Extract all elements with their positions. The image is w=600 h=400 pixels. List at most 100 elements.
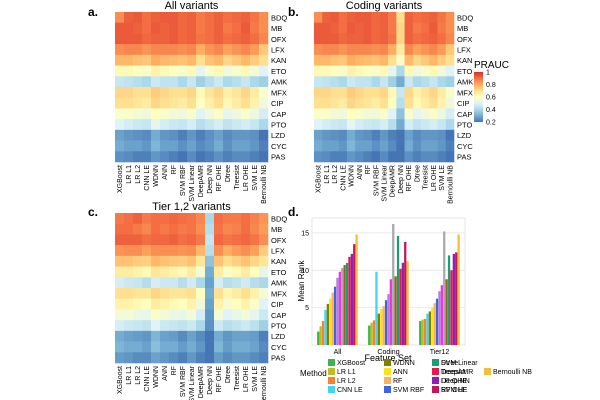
heatmap-cell — [196, 223, 206, 235]
heatmap-cell — [133, 140, 143, 152]
heatmap-cell — [178, 76, 188, 88]
heatmap-cell — [133, 129, 143, 141]
heatmap-cell — [187, 12, 197, 24]
row-label: PTO — [271, 121, 286, 130]
heatmap-cell — [196, 151, 206, 163]
heatmap-cell — [151, 44, 161, 56]
heatmap-cell — [178, 309, 188, 321]
heatmap-cell — [371, 151, 381, 163]
heatmap-cell — [437, 44, 447, 56]
heatmap-cell — [250, 129, 260, 141]
heatmap-cell — [133, 223, 143, 235]
heatmap-cell — [196, 341, 206, 353]
heatmap-cell — [223, 255, 233, 267]
heatmap-cell — [330, 129, 340, 141]
heatmap-cell — [178, 266, 188, 278]
heatmap-cell — [169, 309, 179, 321]
heatmap-cell — [124, 266, 134, 278]
heatmap-cell — [241, 22, 251, 34]
heatmap-cell — [214, 320, 224, 332]
heatmap-cell — [178, 33, 188, 45]
heatmap-cell — [169, 129, 179, 141]
heatmap-cell — [346, 151, 356, 163]
heatmap-cell — [115, 76, 125, 88]
row-label: KAN — [271, 257, 286, 266]
column-label: RF OHE — [216, 165, 223, 192]
legend-swatch — [328, 359, 335, 366]
heatmap-cell — [187, 330, 197, 342]
heatmap-cell — [223, 352, 233, 364]
heatmap-cell — [396, 65, 405, 77]
column-label: WDNN — [349, 165, 356, 187]
heatmap-cell — [363, 119, 372, 131]
heatmap-cell — [232, 234, 242, 246]
heatmap-cell — [151, 341, 161, 353]
heatmap-cell — [355, 119, 364, 131]
heatmap-cell — [314, 12, 323, 24]
heatmap-cell — [241, 119, 251, 131]
heatmap-cell — [346, 108, 356, 120]
heatmap-cell — [169, 119, 179, 131]
heatmap-cell — [355, 54, 364, 66]
heatmap-cell — [232, 330, 242, 342]
heatmap-cell — [124, 330, 134, 342]
heatmap-cell — [241, 277, 251, 289]
heatmap-cell — [214, 298, 224, 310]
row-label: OFX — [457, 35, 472, 44]
heatmap-cell — [241, 108, 251, 120]
heatmap-cell — [214, 341, 224, 353]
row-label: CIP — [271, 99, 284, 108]
heatmap-cell — [115, 266, 125, 278]
heatmap-cell — [178, 213, 188, 225]
bar — [389, 279, 392, 345]
row-label: LFX — [271, 46, 285, 55]
heatmap-cell — [338, 129, 348, 141]
heatmap-cell — [250, 213, 260, 225]
heatmap-cell — [437, 97, 447, 109]
bar — [419, 321, 422, 345]
heatmap-cell — [142, 298, 152, 310]
heatmap-cell — [355, 129, 364, 141]
heatmap-cell — [178, 22, 188, 34]
heatmap-cell — [133, 54, 143, 66]
heatmap-cell — [196, 119, 206, 131]
y-tick-label: 15 — [301, 230, 309, 237]
heatmap-cell — [241, 266, 251, 278]
colorbar-tick: 0.8 — [486, 82, 496, 89]
heatmap-cell — [178, 320, 188, 332]
heatmap-cell — [151, 277, 161, 289]
heatmap-cell — [445, 151, 455, 163]
heatmap-cell — [178, 108, 188, 120]
heatmap-cell — [214, 87, 224, 99]
bar — [433, 303, 436, 345]
heatmap-cell — [363, 108, 372, 120]
heatmap-cell — [421, 54, 430, 66]
heatmap-cell — [205, 87, 215, 99]
heatmap-cell — [437, 65, 447, 77]
bar — [404, 241, 407, 345]
heatmap-cell — [346, 76, 356, 88]
heatmap-cell — [379, 119, 389, 131]
heatmap-cell — [124, 298, 134, 310]
heatmap-cell — [142, 341, 152, 353]
heatmap-cell — [330, 151, 340, 163]
heatmap-cell — [196, 22, 206, 34]
heatmap-cell — [346, 44, 356, 56]
heatmap-cell — [241, 245, 251, 257]
column-label: CNN LE — [144, 165, 151, 191]
heatmap-cell — [205, 277, 215, 289]
heatmap-cell — [169, 266, 179, 278]
legend-swatch — [384, 368, 391, 375]
heatmap-cell — [160, 54, 170, 66]
heatmap-cell — [187, 76, 197, 88]
heatmap-cell — [371, 97, 381, 109]
heatmap-cell — [187, 129, 197, 141]
heatmap-cell — [241, 255, 251, 267]
legend-swatch — [328, 377, 335, 384]
heatmap-cell — [250, 288, 260, 300]
column-label: Treesist — [234, 165, 241, 190]
heatmap-cell — [241, 12, 251, 24]
heatmap-cell — [388, 12, 397, 24]
heatmap-cell — [133, 22, 143, 34]
heatmap-cell — [346, 12, 356, 24]
